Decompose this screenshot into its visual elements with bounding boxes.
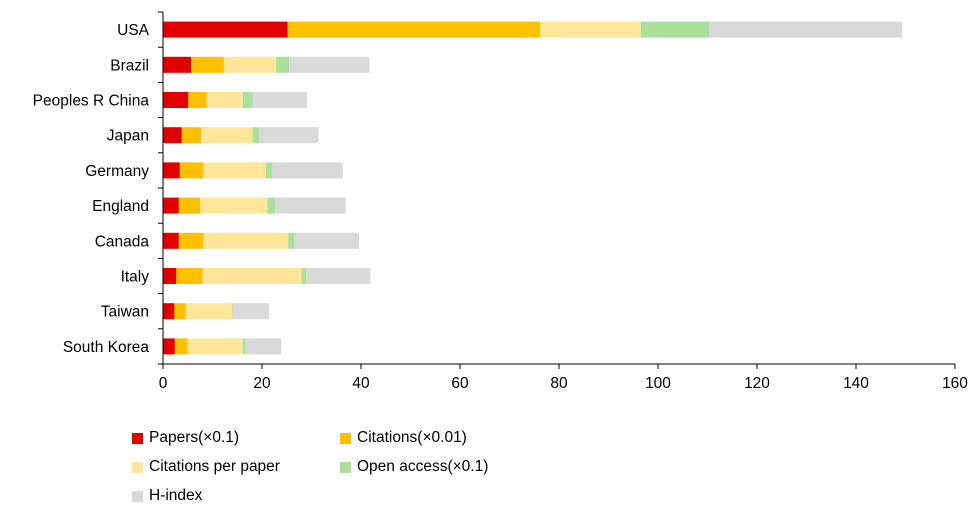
- legend-swatch: [340, 461, 351, 473]
- bar-segment: [176, 268, 203, 284]
- bar-segment: [187, 338, 243, 355]
- legend-label: Open access(×0.1): [357, 458, 489, 475]
- bar-segment: [223, 56, 277, 73]
- bar-segment: [188, 92, 207, 108]
- bar-segment: [540, 21, 641, 38]
- bar-segment: [242, 338, 246, 355]
- bar-segment: [202, 268, 302, 284]
- x-tick-label: 20: [253, 375, 271, 392]
- category-label: Taiwan: [101, 304, 149, 321]
- bar-segment: [252, 127, 260, 144]
- category-label: Japan: [107, 128, 149, 145]
- category-label: Brazil: [110, 57, 149, 74]
- bar-segment: [272, 162, 343, 179]
- category-label: USA: [117, 22, 150, 39]
- legend-swatch: [132, 432, 143, 444]
- legend-item: Citations(×0.01): [340, 426, 467, 450]
- bar-segment: [178, 232, 204, 249]
- bar-segment: [267, 197, 276, 214]
- bar-segment: [191, 56, 224, 73]
- bar-segment: [203, 162, 266, 179]
- category-label: Germany: [85, 163, 149, 180]
- bar-segment: [201, 127, 253, 144]
- legend-swatch: [340, 432, 351, 444]
- bar-segment: [163, 92, 189, 108]
- category-label: England: [92, 198, 149, 215]
- bar-segment: [242, 92, 253, 108]
- category-label: South Korea: [63, 339, 150, 356]
- bar-segment: [174, 338, 188, 355]
- x-tick-label: 140: [843, 375, 869, 392]
- bar-segment: [185, 303, 233, 320]
- x-tick-label: 80: [550, 375, 568, 392]
- bar-segment: [640, 21, 709, 38]
- bar-segment: [163, 56, 192, 73]
- legend-item: H-index: [132, 484, 202, 508]
- stacked-bar-chart: USA Brazil Peoples R China Japan Germany Engl…: [33, 11, 968, 392]
- bar-segment: [163, 127, 182, 144]
- category-label: Peoples R China: [33, 93, 150, 110]
- legend-item: Open access(×0.1): [340, 455, 488, 479]
- bar-segment: [163, 303, 175, 320]
- bar-segment: [163, 21, 288, 38]
- legend: Papers(×0.1) Citations(×0.01) Citations pe…: [132, 426, 692, 506]
- bar-segment: [276, 56, 290, 73]
- bar-segment: [259, 127, 319, 144]
- bar-segment: [163, 197, 179, 214]
- bar-segment: [181, 127, 202, 144]
- legend-label: Citations(×0.01): [357, 429, 467, 446]
- bar-segment: [287, 21, 541, 38]
- bar-segment: [163, 338, 175, 355]
- x-tick-label: 0: [159, 375, 168, 392]
- bar-segment: [200, 197, 268, 214]
- bar-segment: [206, 92, 243, 108]
- x-tick-label: 60: [451, 375, 469, 392]
- bar-segment: [174, 303, 186, 320]
- category-label: Canada: [95, 233, 150, 250]
- bar-segment: [275, 197, 346, 214]
- x-tick-label: 100: [645, 375, 671, 392]
- legend-label: Citations per paper: [149, 458, 280, 475]
- bar-segment: [708, 21, 903, 38]
- bar-segment: [233, 303, 269, 320]
- legend-swatch: [132, 490, 143, 502]
- bar-segment: [203, 232, 289, 249]
- bar-segment: [163, 162, 180, 179]
- bar-segment: [294, 232, 360, 249]
- bar-segment: [289, 56, 370, 73]
- bar-segment: [288, 232, 295, 249]
- legend-label: Papers(×0.1): [149, 429, 240, 446]
- bar-segment: [306, 268, 371, 284]
- x-tick-label: 120: [744, 375, 770, 392]
- legend-item: Citations per paper: [132, 455, 280, 479]
- chart: USA Brazil Peoples R China Japan Germany Engl…: [33, 11, 968, 392]
- legend-item: Papers(×0.1): [132, 426, 239, 450]
- x-tick-label: 160: [942, 375, 968, 392]
- legend-swatch: [132, 461, 143, 473]
- legend-label: H-index: [149, 487, 203, 504]
- bar-segment: [245, 338, 282, 355]
- bar-segment: [178, 197, 201, 214]
- bar-segment: [265, 162, 273, 179]
- category-label: Italy: [121, 269, 150, 286]
- bar-segment: [232, 303, 234, 320]
- bar-segment: [301, 268, 307, 284]
- bar-segment: [163, 232, 179, 249]
- x-tick-label: 40: [352, 375, 370, 392]
- bar-segment: [179, 162, 204, 179]
- bar-segment: [163, 268, 177, 284]
- bar-segment: [252, 92, 308, 108]
